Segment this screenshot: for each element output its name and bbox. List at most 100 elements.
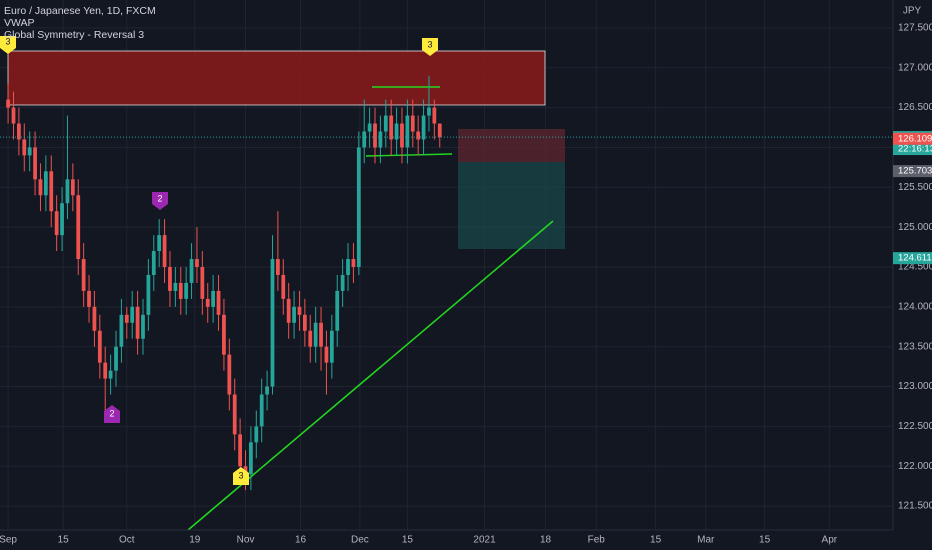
x-tick-label: Oct (119, 535, 135, 546)
indicator-label: Global Symmetry - Reversal 3 (4, 29, 144, 41)
time-axis (0, 530, 932, 550)
candle-body (356, 147, 361, 267)
candle-body (141, 314, 145, 339)
candle-body (227, 354, 232, 395)
y-tick-label: 125.000 (898, 222, 932, 233)
candle-body (200, 266, 205, 299)
marker: 3 (0, 36, 16, 54)
candle-body (195, 259, 199, 267)
y-tick-label: 124.500 (898, 262, 932, 273)
candle-body (292, 306, 296, 323)
y-tick-label: 123.500 (898, 341, 932, 352)
candle-body (421, 115, 426, 140)
candle-body (324, 346, 329, 363)
marker-shape (152, 192, 168, 210)
candle-body (259, 394, 264, 427)
grid (0, 0, 893, 530)
candle-body (205, 298, 210, 307)
candle-body (335, 290, 340, 331)
y-tick-label: 124.000 (898, 301, 932, 312)
candle-body (135, 306, 140, 339)
candle-body (33, 147, 37, 180)
candle-body (189, 259, 194, 283)
candle-body (173, 282, 178, 291)
y-tick-label: 127.500 (898, 23, 932, 34)
x-tick-label: Apr (822, 535, 838, 546)
candle-body (308, 330, 313, 347)
price-tag: 126.109 (893, 132, 932, 145)
price-tag-label: 124.611 (898, 253, 932, 264)
marker-label: 2 (157, 193, 162, 203)
candle-body (362, 131, 367, 148)
candle-body (410, 115, 415, 132)
candle-body (216, 290, 221, 315)
price-tag: 124.611 (893, 252, 932, 265)
x-tick-label: 15 (402, 535, 414, 546)
candle-body (103, 362, 108, 379)
candle-body (27, 147, 32, 156)
candle-body (65, 179, 70, 204)
price-tag: 125.703 (893, 165, 932, 178)
price-tag-label: 125.703 (898, 166, 932, 177)
indicator-label: VWAP (4, 17, 35, 29)
candle-body (313, 322, 318, 347)
y-tick-label: 125.500 (898, 182, 932, 193)
candle-body (114, 346, 118, 371)
x-tick-label: Dec (351, 535, 369, 546)
candle-body (162, 235, 167, 267)
candle-body (275, 259, 280, 275)
candle-body (22, 139, 27, 156)
x-tick-label: 18 (540, 535, 552, 546)
candle-body (254, 426, 259, 443)
candle-body (168, 266, 172, 291)
candle-body (11, 107, 16, 124)
candle-body (124, 314, 129, 323)
price-tag-label: 22:16:13 (898, 144, 932, 155)
candle-body (146, 274, 151, 315)
candle-body (76, 195, 81, 260)
candle-body (319, 322, 323, 347)
candle-body (432, 107, 437, 124)
candle-body (119, 314, 124, 347)
candle-body (437, 123, 442, 138)
x-tick-label: Sep (0, 535, 17, 546)
marker-shape (422, 38, 438, 56)
candle-body (367, 123, 372, 132)
candle-body (243, 466, 248, 475)
marker: 2 (104, 405, 120, 423)
candle-body (70, 179, 75, 196)
candle-body (416, 131, 421, 140)
x-tick-label: 16 (295, 535, 307, 546)
x-tick-label: 2021 (473, 535, 496, 546)
candle-body (400, 123, 404, 148)
y-tick-label: 122.000 (898, 461, 932, 472)
candle-body (346, 259, 350, 275)
marker-shape (233, 467, 249, 485)
candle-body (49, 171, 54, 212)
candle-body (178, 282, 183, 299)
stop-zone (458, 129, 565, 162)
candles (0, 75, 893, 491)
x-tick-label: Mar (697, 535, 715, 546)
y-tick-label: 127.000 (898, 62, 932, 73)
y-tick-label: 121.500 (898, 501, 932, 512)
candle-body (373, 123, 377, 148)
y-tick-label: 123.000 (898, 381, 932, 392)
price-tag-bg (893, 165, 932, 178)
candle-body (87, 290, 91, 307)
candle-body (329, 330, 334, 363)
candle-body (427, 107, 431, 116)
candle-body (157, 235, 162, 252)
candle-body (184, 282, 189, 299)
x-tick-label: 15 (58, 535, 70, 546)
candle-body (92, 306, 97, 331)
candle-body (378, 131, 383, 148)
candle-body (222, 314, 226, 355)
y-tick-label: 122.500 (898, 421, 932, 432)
candle-body (232, 394, 237, 435)
price-tag-bg (893, 252, 932, 265)
target-zone (458, 162, 565, 249)
